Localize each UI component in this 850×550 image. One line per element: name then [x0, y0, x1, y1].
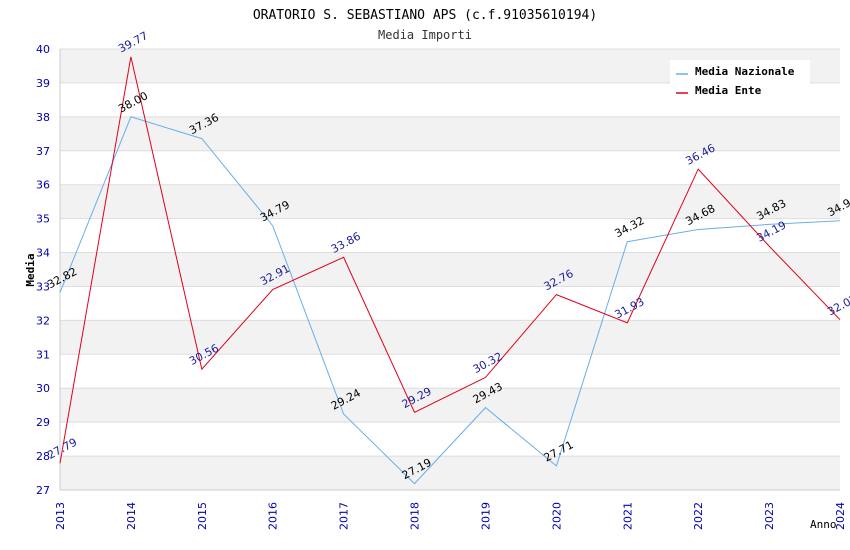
data-label: 33.86 [329, 230, 363, 256]
x-tick-label: 2017 [338, 502, 351, 530]
series-lines [59, 56, 841, 485]
x-tick-label: 2018 [409, 502, 422, 530]
x-tick-label: 2015 [196, 502, 209, 530]
x-tick-label: 2022 [692, 502, 705, 530]
band [60, 388, 840, 423]
chart-title: ORATORIO S. SEBASTIANO APS (c.f.91035610… [253, 8, 597, 23]
data-label: 32.02 [825, 292, 850, 318]
band [60, 184, 840, 219]
y-tick-label: 30 [36, 382, 50, 395]
legend-box [670, 60, 810, 102]
y-tick-label: 33 [36, 280, 50, 293]
y-tick-label: 34 [36, 247, 50, 260]
y-tick-label: 36 [36, 179, 50, 192]
y-axis-label: Media [24, 253, 37, 286]
series-line-nazionale [59, 116, 841, 485]
legend-label-nazionale: Media Nazionale [695, 65, 795, 78]
axes [59, 49, 840, 491]
y-tick-label: 32 [36, 314, 50, 327]
band [60, 320, 840, 355]
x-tick-label: 2019 [479, 502, 492, 530]
x-tick-label: 2020 [550, 502, 563, 530]
x-tick-labels: 2013 2014 2015 2016 2017 2018 2019 2020 2021 2022… [54, 502, 847, 530]
x-tick-label: 2014 [125, 502, 138, 530]
x-tick-label: 2013 [54, 502, 67, 530]
y-tick-label: 29 [36, 416, 50, 429]
y-tick-label: 31 [36, 348, 50, 361]
gridlines [60, 48, 840, 491]
data-label: 38.00 [116, 89, 150, 115]
legend: Media Nazionale Media Ente [670, 60, 810, 102]
y-tick-label: 37 [36, 145, 50, 158]
legend-label-ente: Media Ente [695, 84, 762, 97]
x-tick-label: 2021 [621, 502, 634, 530]
y-tick-label: 35 [36, 213, 50, 226]
y-tick-label: 40 [36, 43, 50, 56]
band [60, 252, 840, 287]
band [60, 456, 840, 490]
x-axis-label: Anno [810, 518, 837, 531]
band [60, 116, 840, 151]
y-tick-label: 39 [36, 77, 50, 90]
chart-subtitle: Media Importi [378, 28, 472, 42]
background-bands [60, 49, 840, 490]
y-tick-label: 27 [36, 484, 50, 497]
series-line-ente [59, 56, 841, 464]
x-tick-label: 2024 [834, 502, 847, 530]
x-tick-label: 2023 [763, 502, 776, 530]
y-tick-label: 28 [36, 450, 50, 463]
y-tick-label: 38 [36, 111, 50, 124]
y-tick-labels: 27 28 29 30 31 32 33 34 35 36 37 38 39 40 [36, 43, 50, 497]
x-tick-label: 2016 [267, 502, 280, 530]
